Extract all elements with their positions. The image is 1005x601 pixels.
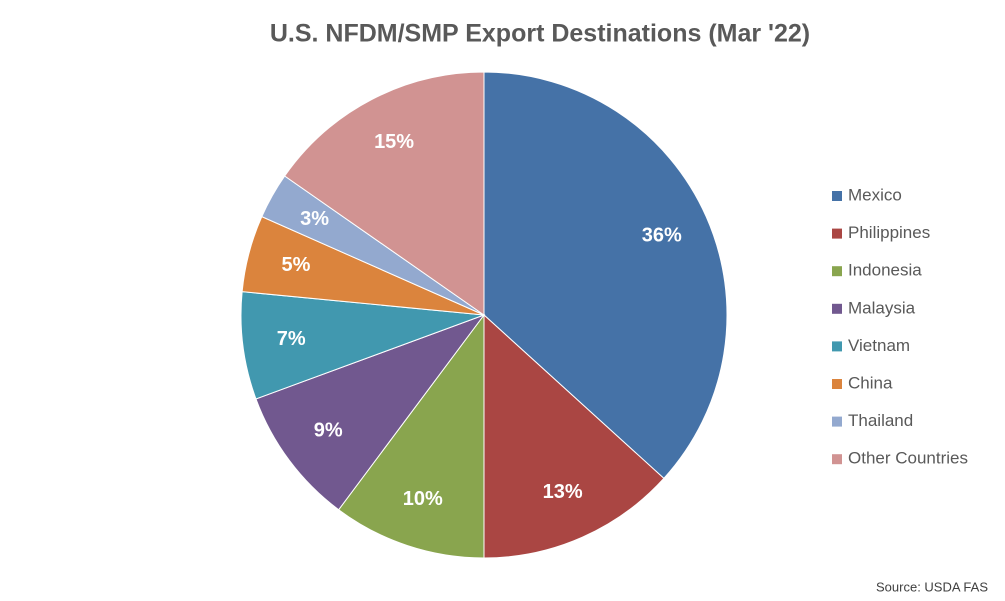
source-note: Source: USDA FAS [876, 579, 988, 594]
pie-slice [483, 313, 665, 559]
pie-slice [240, 291, 485, 400]
data-label: 15% [374, 131, 414, 153]
legend-label: Malaysia [848, 298, 916, 317]
chart-title: U.S. NFDM/SMP Export Destinations (Mar '… [270, 20, 810, 48]
legend-swatch [832, 303, 842, 314]
legend-label: Mexico [848, 185, 902, 204]
legend-swatch [832, 266, 842, 277]
legend-swatch [832, 454, 842, 465]
data-label: 3% [300, 208, 329, 230]
legend-swatch [832, 341, 842, 352]
pie-slice [255, 313, 486, 511]
legend-label: Philippines [848, 223, 930, 242]
legend-label: Other Countries [848, 449, 968, 468]
pie-slice [483, 71, 728, 480]
legend-label: Thailand [848, 411, 913, 430]
data-label: 9% [314, 420, 343, 442]
legend-label: Indonesia [848, 261, 922, 280]
pie-slice [337, 313, 485, 559]
legend-swatch [832, 228, 842, 239]
data-label: 7% [277, 328, 306, 350]
legend-label: Vietnam [848, 336, 910, 355]
legend-label: China [848, 373, 893, 392]
data-label: 5% [282, 254, 311, 276]
data-label: 13% [543, 481, 583, 503]
data-label: 10% [403, 488, 443, 510]
pie-slice [284, 71, 485, 316]
legend-swatch [832, 191, 842, 201]
data-label: 36% [642, 225, 682, 247]
legend-swatch [832, 416, 842, 427]
legend-swatch [832, 379, 842, 389]
